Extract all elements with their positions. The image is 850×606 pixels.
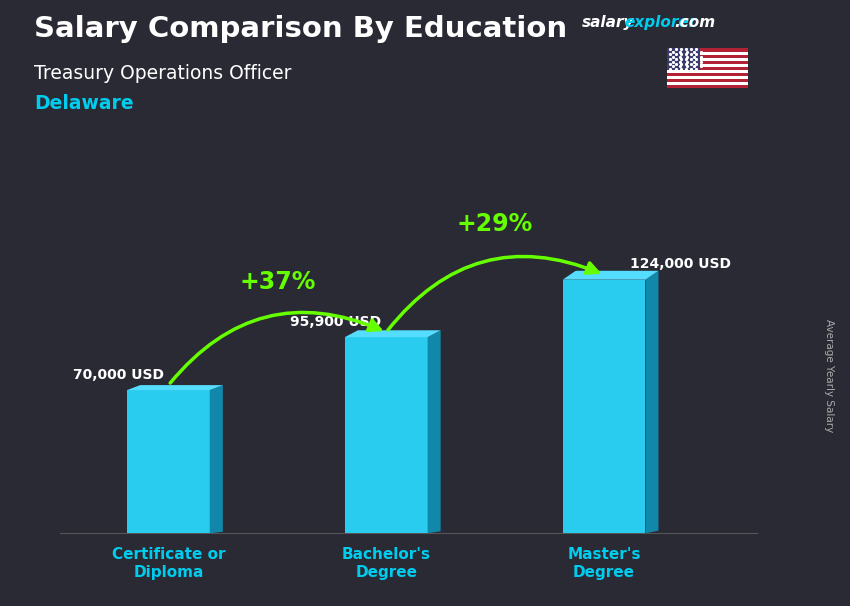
Text: 70,000 USD: 70,000 USD [72, 368, 163, 382]
Polygon shape [563, 279, 645, 533]
Polygon shape [428, 330, 440, 533]
Polygon shape [127, 385, 223, 390]
Polygon shape [127, 390, 210, 533]
Bar [667, 61, 748, 64]
Polygon shape [345, 337, 428, 533]
Polygon shape [645, 271, 659, 533]
Text: Average Yearly Salary: Average Yearly Salary [824, 319, 834, 432]
Bar [667, 85, 748, 88]
Polygon shape [345, 330, 440, 337]
Text: salary: salary [582, 15, 635, 30]
Bar [667, 48, 700, 70]
Text: Treasury Operations Officer: Treasury Operations Officer [34, 64, 292, 82]
Text: .com: .com [674, 15, 715, 30]
Polygon shape [210, 385, 223, 533]
Text: Delaware: Delaware [34, 94, 133, 113]
Text: 124,000 USD: 124,000 USD [630, 258, 731, 271]
Bar [667, 73, 748, 76]
Bar [667, 55, 748, 58]
Text: +29%: +29% [457, 212, 533, 236]
Bar [667, 64, 748, 67]
Bar [667, 70, 748, 73]
Polygon shape [563, 271, 659, 279]
Text: Salary Comparison By Education: Salary Comparison By Education [34, 15, 567, 43]
Bar [667, 52, 748, 55]
Bar [667, 58, 748, 61]
Text: +37%: +37% [239, 270, 315, 293]
Bar [667, 76, 748, 79]
Bar [667, 67, 748, 70]
Bar [667, 82, 748, 85]
Bar [667, 48, 748, 52]
Text: explorer: explorer [625, 15, 697, 30]
Text: 95,900 USD: 95,900 USD [291, 315, 382, 329]
Bar [667, 79, 748, 82]
